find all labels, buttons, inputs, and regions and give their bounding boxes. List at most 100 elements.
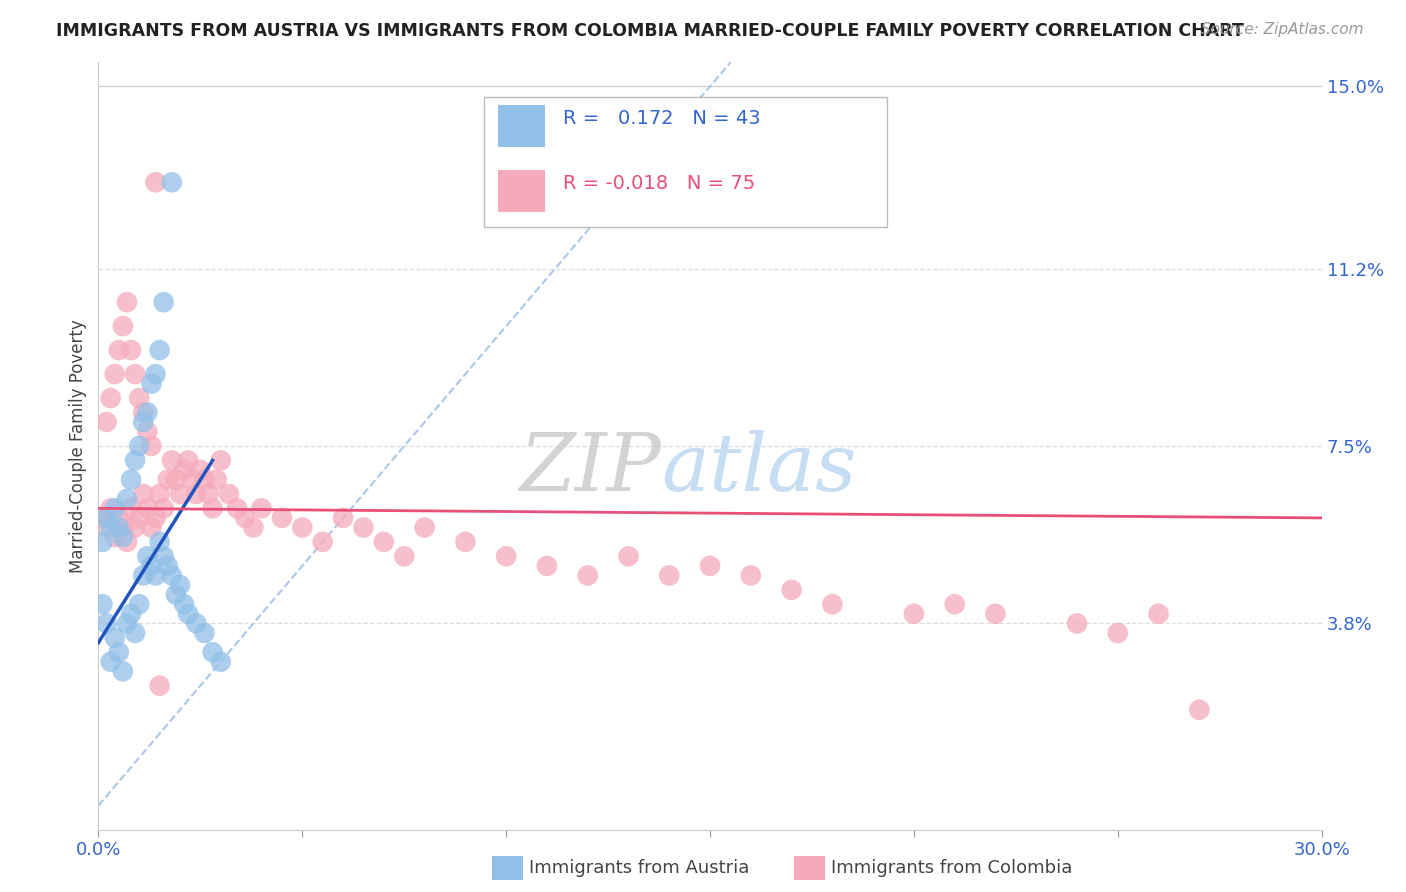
Point xyxy=(152,295,174,310)
Text: R =   0.172   N = 43: R = 0.172 N = 43 xyxy=(564,109,761,128)
Point xyxy=(201,645,224,659)
Point xyxy=(1066,616,1088,631)
Point xyxy=(115,491,138,506)
Point xyxy=(124,520,146,534)
Text: IMMIGRANTS FROM AUSTRIA VS IMMIGRANTS FROM COLOMBIA MARRIED-COUPLE FAMILY POVERT: IMMIGRANTS FROM AUSTRIA VS IMMIGRANTS FR… xyxy=(56,22,1244,40)
Point xyxy=(226,501,249,516)
Point xyxy=(96,511,118,525)
Point xyxy=(181,473,204,487)
Point xyxy=(136,549,159,564)
Point xyxy=(111,520,134,534)
Point xyxy=(740,568,762,582)
Point xyxy=(141,376,163,391)
Point xyxy=(91,511,114,525)
Point xyxy=(132,405,155,419)
FancyBboxPatch shape xyxy=(484,97,887,227)
Text: Immigrants from Colombia: Immigrants from Colombia xyxy=(831,859,1073,877)
Point xyxy=(165,588,187,602)
Point xyxy=(100,520,122,534)
Point xyxy=(149,343,172,357)
Point xyxy=(120,473,142,487)
Point xyxy=(100,391,122,405)
Point xyxy=(177,607,200,621)
Point xyxy=(197,487,219,501)
Point xyxy=(193,626,215,640)
Point xyxy=(536,558,558,573)
Point xyxy=(120,607,142,621)
Point xyxy=(156,473,179,487)
Point xyxy=(699,558,721,573)
Point xyxy=(108,520,131,534)
Point xyxy=(91,597,114,611)
Point xyxy=(658,568,681,582)
Point xyxy=(128,391,150,405)
Point xyxy=(186,616,208,631)
Point xyxy=(1147,607,1170,621)
Point xyxy=(392,549,416,564)
Point xyxy=(291,520,314,534)
Point xyxy=(132,487,155,501)
Point xyxy=(104,501,127,516)
Point xyxy=(218,487,240,501)
Point xyxy=(145,568,167,582)
Point xyxy=(145,367,167,381)
Point xyxy=(495,549,517,564)
Point xyxy=(156,558,179,573)
Point xyxy=(136,501,159,516)
Point xyxy=(242,520,264,534)
Point xyxy=(104,530,127,544)
Point xyxy=(373,534,395,549)
Bar xyxy=(498,169,546,212)
Point xyxy=(270,511,294,525)
Point xyxy=(128,439,150,453)
Point xyxy=(108,645,131,659)
Point xyxy=(108,343,131,357)
Point xyxy=(149,679,172,693)
Point xyxy=(173,463,195,477)
Y-axis label: Married-Couple Family Poverty: Married-Couple Family Poverty xyxy=(69,319,87,573)
Point xyxy=(617,549,640,564)
Point xyxy=(1188,703,1211,717)
Point xyxy=(91,534,114,549)
Point xyxy=(984,607,1007,621)
Point xyxy=(141,520,163,534)
Point xyxy=(141,558,163,573)
Point xyxy=(100,655,122,669)
Point xyxy=(332,511,354,525)
Point xyxy=(111,530,134,544)
Point xyxy=(233,511,256,525)
Point xyxy=(128,511,150,525)
Point xyxy=(201,501,224,516)
Point xyxy=(124,367,146,381)
Point xyxy=(96,415,118,429)
Point xyxy=(186,487,208,501)
Point xyxy=(115,295,138,310)
Point xyxy=(576,568,599,582)
Point xyxy=(152,501,174,516)
Point xyxy=(160,568,183,582)
Point xyxy=(124,453,146,467)
Point xyxy=(312,534,335,549)
Point xyxy=(160,453,183,467)
Point xyxy=(136,425,159,439)
Point xyxy=(96,520,118,534)
Point xyxy=(128,597,150,611)
Point xyxy=(454,534,477,549)
Point xyxy=(132,568,155,582)
Point xyxy=(209,655,232,669)
Point xyxy=(141,439,163,453)
Point xyxy=(120,501,142,516)
Point xyxy=(115,534,138,549)
Point xyxy=(149,534,172,549)
Point xyxy=(111,319,134,334)
Point xyxy=(108,511,131,525)
Point xyxy=(193,473,215,487)
Point xyxy=(1107,626,1129,640)
Point xyxy=(160,175,183,189)
Text: Source: ZipAtlas.com: Source: ZipAtlas.com xyxy=(1201,22,1364,37)
Point xyxy=(115,616,138,631)
Point xyxy=(352,520,374,534)
Point xyxy=(821,597,844,611)
Point xyxy=(100,501,122,516)
Point xyxy=(205,473,228,487)
